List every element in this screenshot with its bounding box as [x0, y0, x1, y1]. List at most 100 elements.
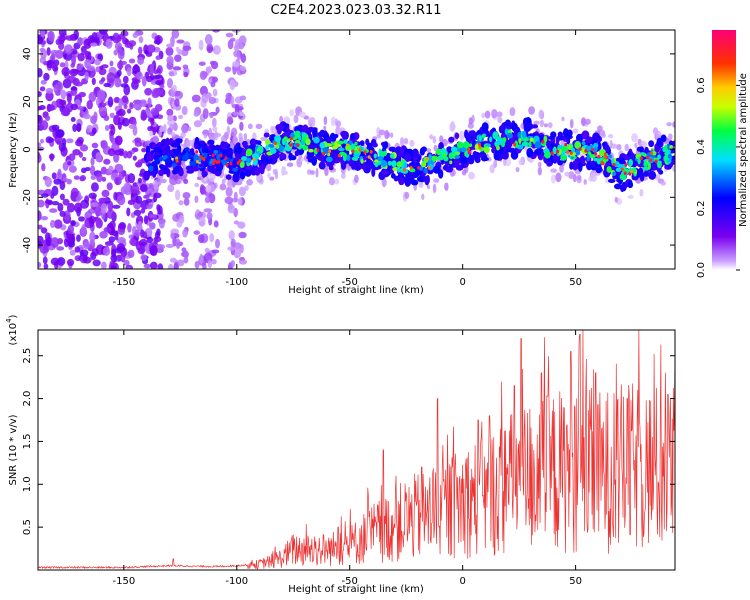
- spectrogram-cell: [454, 155, 461, 159]
- spectrogram-cell: [225, 174, 232, 180]
- spectrogram-cell: [576, 174, 582, 181]
- spectrogram-cell: [288, 152, 293, 161]
- spectrogram-cell: [233, 50, 241, 58]
- spectrogram-cell: [354, 141, 358, 146]
- spectrogram-cell: [212, 161, 216, 166]
- spectrogram-cell: [199, 253, 204, 264]
- spectrogram-cell: [289, 136, 293, 141]
- spectrogram-cell: [323, 134, 329, 140]
- spectrogram-cell: [149, 261, 158, 269]
- snr-y-tick-label: 1.5: [22, 433, 33, 449]
- spectrogram-cell: [432, 165, 441, 174]
- spectrogram-cell: [203, 153, 208, 159]
- spectrogram-cell: [100, 77, 106, 82]
- spectrogram-cell: [367, 155, 371, 159]
- spectrogram-cell: [419, 147, 426, 156]
- spectrogram-cell: [89, 231, 96, 243]
- snr-y-label: SNR (10 * v/v): [8, 414, 19, 485]
- spectrogram-cell: [239, 95, 247, 101]
- spectrogram-cell: [45, 90, 54, 102]
- spectrogram-cell: [529, 137, 534, 142]
- spectrogram-cell: [170, 132, 176, 138]
- spectrogram-cell: [521, 130, 527, 139]
- spectrogram-cell: [40, 120, 49, 131]
- spectrogram-cell: [60, 109, 70, 117]
- spectrogram-cell: [301, 132, 307, 138]
- spectrogram-cell: [534, 148, 542, 156]
- spectrogram-cell: [274, 171, 279, 180]
- spectrogram-cell: [669, 145, 673, 149]
- spectrogram-cell: [95, 151, 102, 162]
- spectrogram-cell: [210, 60, 216, 65]
- spectrogram-cell: [156, 228, 161, 237]
- spectrogram-cell: [90, 182, 99, 192]
- spectrogram-cell: [70, 62, 75, 68]
- spectrogram-y-tick-label: -40: [22, 237, 33, 253]
- spectrogram-cell: [102, 247, 111, 256]
- spectrogram-cell: [283, 136, 288, 141]
- spectrogram-cell: [66, 258, 75, 267]
- spectrogram-cell: [381, 177, 387, 188]
- spectrogram-cell: [270, 125, 274, 134]
- spectrogram-cell: [396, 166, 401, 173]
- spectrogram-cell: [502, 150, 509, 160]
- spectrogram-cell: [68, 241, 76, 248]
- spectrogram-cell: [426, 184, 431, 190]
- spectrogram-cell: [568, 171, 575, 180]
- spectrogram-cell: [122, 75, 129, 84]
- spectrogram-cell: [168, 71, 175, 77]
- snr-y-unit: (x104): [5, 314, 19, 345]
- spectrogram-cell: [233, 191, 238, 203]
- spectrogram-cell: [483, 146, 490, 154]
- spectrogram-cell: [192, 166, 199, 172]
- spectrogram-cell: [205, 66, 213, 74]
- spectrogram-cell: [614, 196, 619, 203]
- spectrogram-cell: [38, 68, 43, 78]
- spectrogram-cell: [470, 154, 476, 160]
- spectrogram-cell: [224, 66, 232, 73]
- spectrogram-cell: [615, 167, 622, 172]
- spectrogram-cell: [88, 216, 97, 225]
- spectrogram-cell: [53, 178, 62, 185]
- spectrogram-cell: [178, 215, 185, 224]
- spectrogram-cell: [585, 161, 593, 171]
- spectrogram-cell: [93, 111, 98, 122]
- spectrogram-cell: [225, 92, 232, 102]
- spectrogram-cell: [607, 178, 616, 184]
- spectrogram-cell: [40, 30, 46, 38]
- spectrogram-cell: [38, 146, 45, 152]
- spectrogram-cell: [126, 265, 132, 269]
- spectrogram-cell: [211, 76, 219, 83]
- spectrogram-cell: [562, 128, 569, 138]
- spectrogram-cell: [377, 156, 384, 162]
- spectrogram-cell: [275, 144, 280, 149]
- spectrogram-cell: [143, 194, 150, 199]
- spectrogram-cell: [43, 72, 50, 81]
- spectrogram-cell: [392, 167, 399, 172]
- spectrogram-cell: [197, 234, 205, 244]
- spectrogram-cell: [273, 141, 277, 146]
- spectrogram-cell: [459, 130, 465, 141]
- spectrogram-cell: [153, 179, 159, 190]
- spectrogram-cell: [123, 150, 128, 159]
- spectrogram-cell: [467, 122, 474, 129]
- spectrogram-cell: [183, 71, 189, 78]
- snr-y-tick-label: 0.5: [22, 519, 33, 535]
- spectrogram-cell: [269, 176, 275, 181]
- spectrogram-cell: [156, 204, 161, 211]
- spectrogram-cell: [537, 161, 542, 168]
- spectrogram-cell: [70, 86, 78, 91]
- spectrogram-cell: [219, 153, 223, 158]
- spectrogram-cell: [593, 157, 599, 162]
- spectrogram-panel: -150 -100 -50 0 50 -40 -20 0 20 40 Height of str…: [8, 29, 676, 296]
- spectrogram-cell: [104, 241, 114, 246]
- spectrogram-cell: [159, 83, 165, 90]
- spectrogram-cell: [59, 210, 66, 218]
- spectrogram-cell: [78, 216, 85, 222]
- spectrogram-cell: [132, 99, 142, 105]
- spectrogram-cell: [154, 88, 164, 95]
- spectrogram-cell: [128, 234, 134, 239]
- spectrogram-cell: [256, 150, 261, 156]
- spectrogram-cell: [343, 152, 348, 161]
- spectrogram-cell: [233, 248, 242, 259]
